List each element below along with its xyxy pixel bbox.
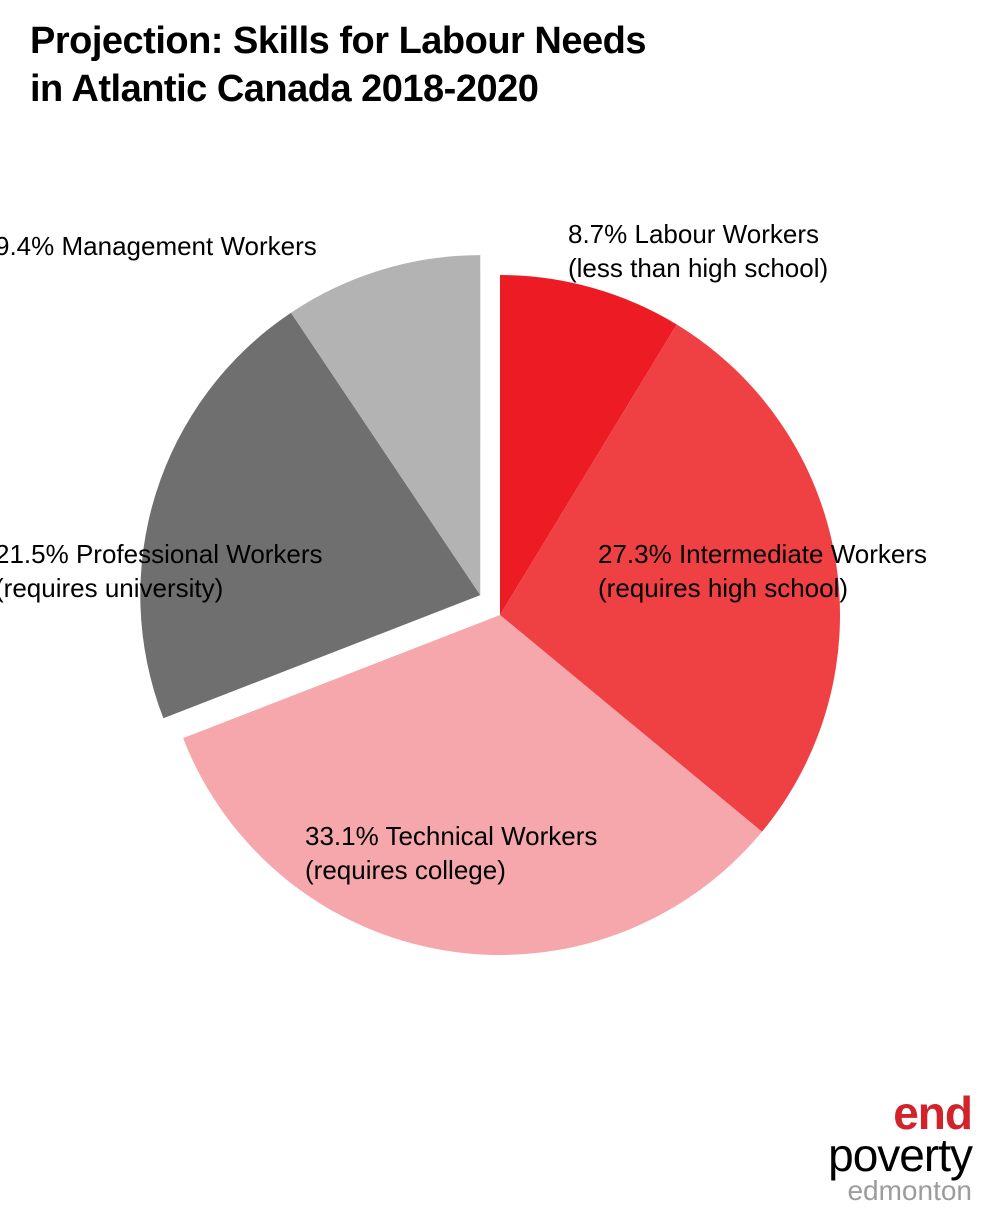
slice-label-line1: 27.3% Intermediate Workers: [598, 539, 927, 569]
slice-label-line2: (less than high school): [568, 253, 828, 283]
slice-label-labour: 8.7% Labour Workers (less than high schoo…: [568, 218, 828, 286]
chart-title: Projection: Skills for Labour Needs in A…: [30, 18, 646, 113]
slice-label-management: 9.4% Management Workers: [0, 230, 317, 264]
title-line-1: Projection: Skills for Labour Needs: [30, 20, 646, 62]
slice-label-line2: (requires college): [305, 855, 506, 885]
logo-line-3: edmonton: [828, 1178, 972, 1204]
slice-label-intermediate: 27.3% Intermediate Workers (requires high…: [598, 538, 927, 606]
slice-label-line1: 8.7% Labour Workers: [568, 219, 819, 249]
title-line-2: in Atlantic Canada 2018-2020: [30, 68, 538, 110]
slice-label-line2: (requires university): [0, 573, 223, 603]
pie-svg: [0, 170, 1000, 1070]
slice-label-line1: 33.1% Technical Workers: [305, 821, 597, 851]
slice-label-professional: 21.5% Professional Workers (requires univ…: [0, 538, 323, 606]
logo-line-2: poverty: [828, 1129, 972, 1181]
slice-label-line2: (requires high school): [598, 573, 848, 603]
pie-chart: 8.7% Labour Workers (less than high schoo…: [0, 170, 1000, 1070]
logo: end poverty edmonton: [828, 1092, 972, 1204]
slice-label-technical: 33.1% Technical Workers (requires college…: [305, 820, 597, 888]
slice-label-line1: 21.5% Professional Workers: [0, 539, 323, 569]
slice-label-line1: 9.4% Management Workers: [0, 231, 317, 261]
